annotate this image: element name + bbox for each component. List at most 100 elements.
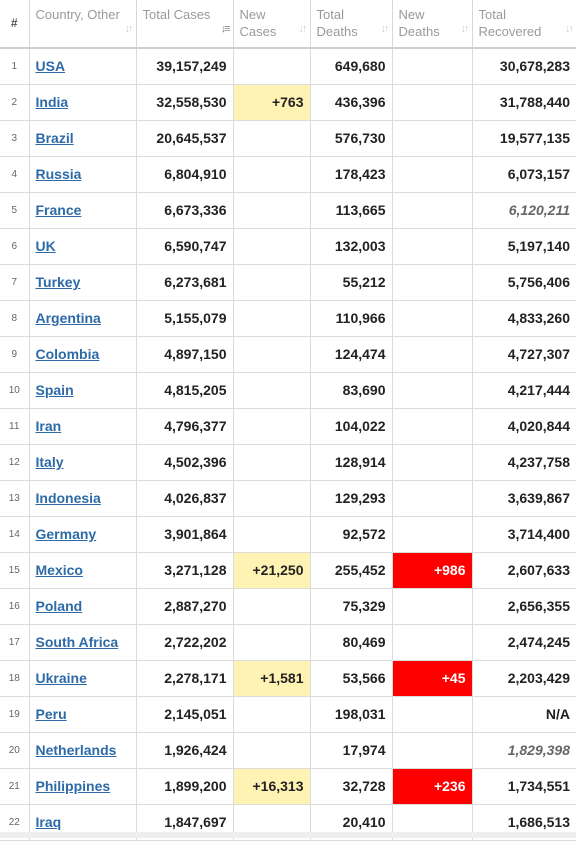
new-deaths-cell	[392, 228, 473, 265]
total-deaths-cell: 83,690	[310, 372, 393, 409]
total-recovered-value: 6,120,211	[508, 202, 570, 218]
country-link[interactable]: Iran	[35, 418, 62, 434]
header-country[interactable]: Country, Other ↓↑	[29, 0, 137, 49]
country-cell: Poland	[29, 588, 137, 625]
header-new-cases[interactable]: New Cases ↓↑	[233, 0, 311, 49]
table-row: 19 Peru 2,145,051 198,031 N/A	[0, 696, 576, 733]
new-deaths-cell	[392, 48, 473, 85]
total-recovered-cell: 2,656,355	[472, 588, 576, 625]
header-total-cases[interactable]: Total Cases ↓≡	[136, 0, 234, 49]
country-link[interactable]: Turkey	[35, 274, 81, 290]
sort-icon[interactable]: ↓↑	[380, 23, 390, 35]
sort-icon[interactable]: ↓↑	[565, 23, 574, 35]
country-link[interactable]: Poland	[35, 598, 83, 614]
country-link[interactable]: Russia	[35, 166, 82, 182]
sort-icon[interactable]: ↓↑	[460, 23, 470, 35]
total-deaths-value: 178,423	[334, 166, 386, 182]
new-cases-cell: +1,581	[233, 660, 311, 697]
country-link[interactable]: Iraq	[35, 814, 62, 830]
total-deaths-value: 55,212	[342, 274, 386, 290]
country-link[interactable]: Indonesia	[35, 490, 101, 506]
new-deaths-cell	[392, 696, 473, 733]
sort-desc-active-icon[interactable]: ↓≡	[220, 23, 231, 35]
total-deaths-value: 128,914	[334, 454, 386, 470]
total-deaths-value: 436,396	[334, 94, 386, 110]
table-row: 8 Argentina 5,155,079 110,966 4,833,260	[0, 300, 576, 337]
total-deaths-cell: 110,966	[310, 300, 393, 337]
country-link[interactable]: Ukraine	[35, 670, 87, 686]
country-link[interactable]: Mexico	[35, 562, 83, 578]
new-cases-value: +21,250	[252, 562, 304, 578]
total-recovered-cell: 30,678,283	[472, 48, 576, 85]
total-deaths-value: 75,329	[342, 598, 386, 614]
table-row: 11 Iran 4,796,377 104,022 4,020,844	[0, 408, 576, 445]
country-link[interactable]: Germany	[35, 526, 97, 542]
total-cases-value: 1,899,200	[164, 778, 227, 794]
total-recovered-value: 3,714,400	[507, 526, 570, 542]
country-link[interactable]: Peru	[35, 706, 67, 722]
country-link[interactable]: France	[35, 202, 82, 218]
new-cases-cell	[233, 120, 311, 157]
new-cases-cell	[233, 588, 311, 625]
rank-cell: 4	[0, 156, 30, 193]
country-link[interactable]: Italy	[35, 454, 64, 470]
total-deaths-value: 80,469	[342, 634, 386, 650]
sort-icon[interactable]: ↓↑	[298, 23, 308, 35]
table-row: 9 Colombia 4,897,150 124,474 4,727,307	[0, 336, 576, 373]
country-link[interactable]: Brazil	[35, 130, 74, 146]
horizontal-scrollbar[interactable]	[0, 832, 576, 838]
total-deaths-value: 255,452	[334, 562, 386, 578]
new-cases-cell	[233, 228, 311, 265]
country-link[interactable]: UK	[35, 238, 56, 254]
new-cases-cell	[233, 732, 311, 769]
header-label: Total Cases	[142, 7, 211, 22]
country-cell: Russia	[29, 156, 137, 193]
total-cases-value: 4,815,205	[164, 382, 227, 398]
rank-cell: 12	[0, 444, 30, 481]
country-link[interactable]: Netherlands	[35, 742, 117, 758]
sort-icon[interactable]: ↓↑	[124, 23, 134, 35]
country-link[interactable]: USA	[35, 58, 66, 75]
header-total-recovered[interactable]: Total Recovered ↓↑	[472, 0, 576, 49]
country-cell: Ukraine	[29, 660, 137, 697]
total-recovered-cell: 5,197,140	[472, 228, 576, 265]
total-recovered-cell: 2,474,245	[472, 624, 576, 661]
table-row: 2 India 32,558,530 +763 436,396 31,788,440	[0, 84, 576, 121]
total-cases-value: 1,926,424	[164, 742, 227, 758]
total-recovered-value: 19,577,135	[499, 130, 570, 146]
total-recovered-value: 2,656,355	[507, 598, 570, 614]
country-link[interactable]: India	[35, 94, 69, 110]
rank-cell: 3	[0, 120, 30, 157]
total-cases-value: 3,271,128	[164, 562, 227, 578]
total-deaths-cell: 436,396	[310, 84, 393, 121]
total-recovered-value: 4,727,307	[507, 346, 570, 362]
total-recovered-value: 5,756,406	[507, 274, 570, 290]
new-deaths-value: +236	[433, 778, 466, 794]
total-recovered-value: 5,197,140	[507, 238, 570, 254]
new-deaths-value: +45	[441, 670, 466, 686]
total-deaths-value: 576,730	[334, 130, 386, 146]
new-cases-cell	[233, 516, 311, 553]
header-new-deaths[interactable]: New Deaths ↓↑	[392, 0, 473, 49]
country-link[interactable]: Argentina	[35, 310, 101, 326]
rank-value: 14	[8, 528, 20, 540]
country-cell: Philippines	[29, 768, 137, 805]
total-deaths-cell: 53,566	[310, 660, 393, 697]
country-cell: Colombia	[29, 336, 137, 373]
country-link[interactable]: South Africa	[35, 634, 119, 650]
rank-value: 18	[8, 672, 20, 684]
country-link[interactable]: Spain	[35, 382, 74, 398]
rank-cell: 16	[0, 588, 30, 625]
total-cases-value: 6,804,910	[164, 166, 227, 182]
total-recovered-cell: 4,833,260	[472, 300, 576, 337]
total-cases-cell: 32,558,530	[136, 84, 234, 121]
country-cell: Spain	[29, 372, 137, 409]
new-cases-cell	[233, 696, 311, 733]
header-rank[interactable]: #	[0, 0, 30, 49]
table-row: 6 UK 6,590,747 132,003 5,197,140	[0, 228, 576, 265]
total-deaths-cell: 75,329	[310, 588, 393, 625]
total-cases-value: 6,673,336	[164, 202, 227, 218]
country-link[interactable]: Philippines	[35, 778, 111, 794]
header-total-deaths[interactable]: Total Deaths ↓↑	[310, 0, 393, 49]
country-link[interactable]: Colombia	[35, 346, 100, 362]
